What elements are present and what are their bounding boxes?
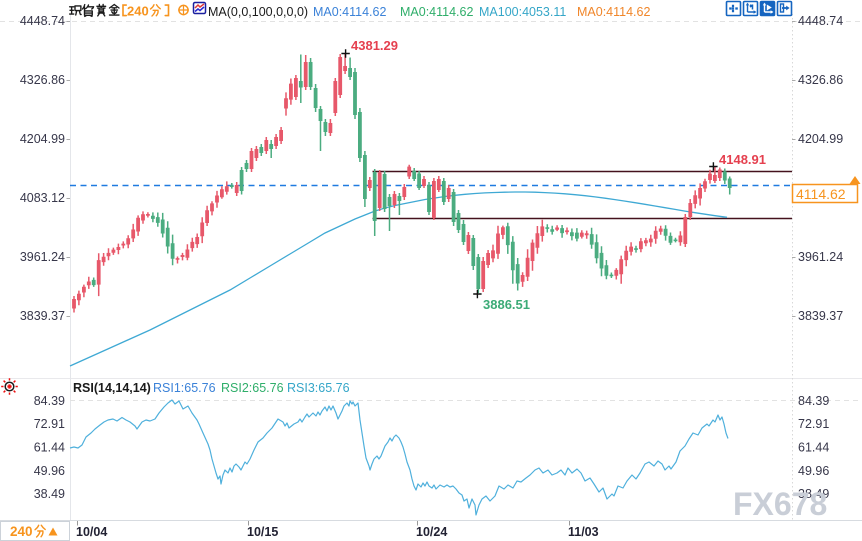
svg-text:10/04: 10/04 — [76, 525, 107, 539]
svg-text:38.49: 38.49 — [34, 487, 65, 501]
svg-text:4381.29: 4381.29 — [351, 38, 398, 53]
svg-text:4326.86: 4326.86 — [20, 73, 65, 87]
svg-text:240: 240 — [10, 524, 33, 539]
svg-text:FX678: FX678 — [733, 486, 827, 522]
svg-text:4083.12: 4083.12 — [20, 191, 65, 205]
svg-text:3961.24: 3961.24 — [20, 250, 65, 264]
svg-text:61.44: 61.44 — [34, 441, 65, 455]
svg-text:MA0:4114.62: MA0:4114.62 — [577, 5, 650, 19]
svg-text:4204.99: 4204.99 — [798, 132, 843, 146]
svg-text:3839.37: 3839.37 — [798, 309, 843, 323]
svg-text:4114.62: 4114.62 — [796, 186, 846, 202]
svg-text:RSI3:65.76: RSI3:65.76 — [287, 381, 350, 395]
svg-text:49.96: 49.96 — [34, 464, 65, 478]
svg-text:4448.74: 4448.74 — [798, 14, 843, 28]
svg-text:RSI2:65.76: RSI2:65.76 — [221, 381, 284, 395]
svg-text:4148.91: 4148.91 — [719, 152, 766, 167]
svg-text:3839.37: 3839.37 — [20, 309, 65, 323]
svg-text:10/24: 10/24 — [416, 525, 447, 539]
svg-text:240: 240 — [127, 4, 149, 19]
svg-text:84.39: 84.39 — [34, 394, 65, 408]
svg-text:61.44: 61.44 — [798, 441, 829, 455]
svg-text:MA0:4114.62: MA0:4114.62 — [400, 5, 473, 19]
svg-text:10/15: 10/15 — [247, 525, 278, 539]
svg-text:3886.51: 3886.51 — [483, 297, 530, 312]
svg-text:84.39: 84.39 — [798, 394, 829, 408]
svg-text:RSI(14,14,14): RSI(14,14,14) — [73, 381, 151, 395]
svg-text:11/03: 11/03 — [568, 525, 599, 539]
svg-text:72.91: 72.91 — [34, 417, 65, 431]
svg-text:4448.74: 4448.74 — [20, 14, 65, 28]
svg-text:72.91: 72.91 — [798, 417, 829, 431]
svg-text:49.96: 49.96 — [798, 464, 829, 478]
svg-text:MA(0,0,100,0,0,0): MA(0,0,100,0,0,0) — [208, 5, 308, 19]
svg-text:RSI1:65.76: RSI1:65.76 — [153, 381, 216, 395]
svg-text:MA100:4053.11: MA100:4053.11 — [479, 5, 566, 19]
svg-text:4326.86: 4326.86 — [798, 73, 843, 87]
svg-text:3961.24: 3961.24 — [798, 250, 843, 264]
svg-text:MA0:4114.62: MA0:4114.62 — [313, 5, 386, 19]
svg-text:38.49: 38.49 — [798, 487, 829, 501]
svg-text:4204.99: 4204.99 — [20, 132, 65, 146]
